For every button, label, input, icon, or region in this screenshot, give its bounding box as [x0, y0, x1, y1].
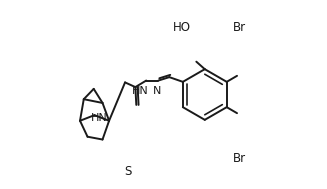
Text: N: N [153, 86, 162, 96]
Text: HN: HN [132, 86, 149, 96]
Text: Br: Br [233, 152, 246, 165]
Text: S: S [124, 165, 131, 178]
Text: HO: HO [173, 21, 191, 33]
Text: Br: Br [233, 21, 246, 33]
Text: HN: HN [91, 113, 108, 123]
